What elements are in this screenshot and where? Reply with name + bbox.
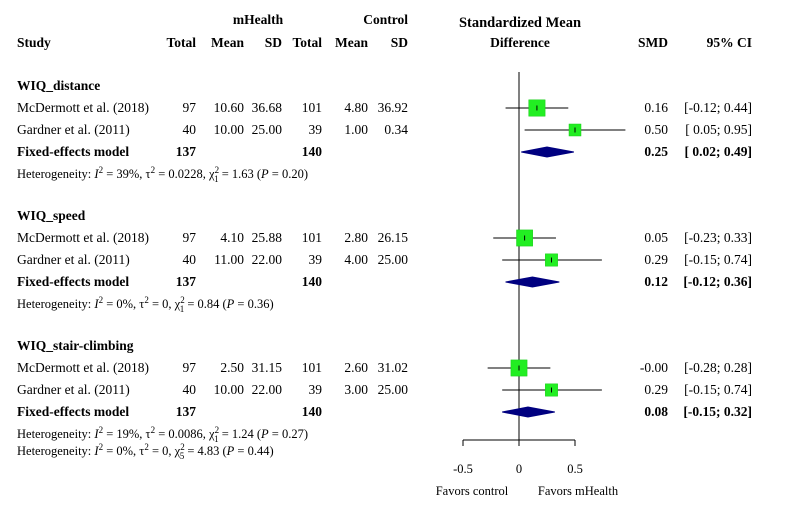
column-header-smd: SMD (638, 35, 668, 50)
overall-heterogeneity: Heterogeneity: I2 = 0%, τ2 = 0, χ25 = 4.… (17, 441, 274, 461)
sd-mhealth: 36.68 (251, 100, 282, 115)
column-header-95ci: 95% CI (706, 35, 752, 50)
fixed-total-control: 140 (301, 274, 322, 289)
group-header-mhealth: mHealth (232, 12, 284, 27)
fixed-ci-value: [-0.15; 0.32] (683, 404, 752, 419)
column-header-sd-control: SD (390, 35, 408, 50)
smd-value: 0.29 (644, 382, 668, 397)
heterogeneity-stats: Heterogeneity: I2 = 19%, τ2 = 0.0086, χ2… (17, 424, 309, 444)
sd-mhealth: 22.00 (251, 382, 282, 397)
sd-control: 36.92 (377, 100, 408, 115)
smd-title-line2: Difference (490, 35, 550, 50)
subgroup-title: WIQ_stair-climbing (17, 338, 134, 353)
smd-value: 0.29 (644, 252, 668, 267)
smd-title-line1: Standardized Mean (458, 15, 582, 31)
x-tick-label: 0.5 (567, 462, 583, 476)
sd-control: 31.02 (377, 360, 408, 375)
mean-control: 2.60 (344, 360, 368, 375)
column-header-mean-mhealth: Mean (211, 35, 244, 50)
mean-mhealth: 10.00 (213, 122, 244, 137)
smd-value: -0.00 (639, 360, 668, 375)
fixed-smd-value: 0.12 (644, 274, 668, 289)
total-mhealth: 97 (182, 100, 197, 115)
mean-control: 3.00 (344, 382, 368, 397)
total-control: 101 (301, 100, 322, 115)
fixed-total-control: 140 (301, 144, 322, 159)
mean-control: 2.80 (344, 230, 368, 245)
sd-mhealth: 25.88 (251, 230, 282, 245)
sd-mhealth: 25.00 (251, 122, 282, 137)
mean-mhealth: 2.50 (220, 360, 244, 375)
fixed-total-mhealth: 137 (175, 404, 196, 419)
sd-control: 25.00 (377, 382, 408, 397)
pooled-diamond (505, 276, 560, 288)
fixed-effects-label: Fixed-effects model (17, 144, 130, 159)
fixed-total-control: 140 (301, 404, 322, 419)
total-mhealth: 40 (182, 382, 197, 397)
column-header-total-mhealth: Total (166, 35, 196, 50)
smd-value: 0.16 (644, 100, 668, 115)
subgroup-title: WIQ_speed (17, 208, 86, 223)
fixed-effects-label: Fixed-effects model (17, 274, 130, 289)
total-control: 39 (308, 252, 323, 267)
total-mhealth: 97 (182, 360, 197, 375)
ci-value: [-0.28; 0.28] (684, 360, 752, 375)
total-mhealth: 97 (182, 230, 197, 245)
mean-mhealth: 11.00 (214, 252, 244, 267)
heterogeneity-stats: Heterogeneity: I2 = 0%, τ2 = 0, χ21 = 0.… (17, 294, 274, 314)
ci-value: [-0.12; 0.44] (684, 100, 752, 115)
column-header-sd-mhealth: SD (264, 35, 282, 50)
group-header-control: Control (363, 12, 408, 27)
mean-control: 4.80 (344, 100, 368, 115)
sd-control: 0.34 (384, 122, 408, 137)
fixed-smd-value: 0.25 (644, 144, 668, 159)
x-tick-label: 0 (515, 462, 523, 476)
ci-value: [ 0.05; 0.95] (685, 122, 752, 137)
mean-mhealth: 10.60 (213, 100, 244, 115)
heterogeneity-stats: Heterogeneity: I2 = 39%, τ2 = 0.0228, χ2… (17, 164, 309, 184)
fixed-effects-label: Fixed-effects model (17, 404, 130, 419)
pooled-diamond (502, 406, 555, 418)
subgroup-title: WIQ_distance (17, 78, 101, 93)
favors-control-label: Favors control (435, 484, 509, 498)
x-tick-label: -0.5 (453, 462, 473, 476)
mean-control: 1.00 (344, 122, 368, 137)
sd-mhealth: 22.00 (251, 252, 282, 267)
fixed-ci-value: [-0.12; 0.36] (683, 274, 752, 289)
total-mhealth: 40 (182, 122, 197, 137)
study-name: Gardner et al. (2011) (17, 122, 130, 137)
ci-value: [-0.23; 0.33] (684, 230, 752, 245)
mean-control: 4.00 (344, 252, 368, 267)
sd-mhealth: 31.15 (251, 360, 282, 375)
ci-value: [-0.15; 0.74] (684, 252, 752, 267)
fixed-total-mhealth: 137 (175, 274, 196, 289)
study-name: Gardner et al. (2011) (17, 382, 130, 397)
study-name: McDermott et al. (2018) (17, 230, 149, 245)
mean-mhealth: 10.00 (213, 382, 244, 397)
total-control: 39 (308, 382, 323, 397)
total-control: 101 (301, 360, 322, 375)
smd-value: 0.50 (644, 122, 668, 137)
fixed-smd-value: 0.08 (644, 404, 668, 419)
study-name: McDermott et al. (2018) (17, 360, 149, 375)
ci-value: [-0.15; 0.74] (684, 382, 752, 397)
mean-mhealth: 4.10 (220, 230, 244, 245)
total-control: 39 (308, 122, 323, 137)
total-control: 101 (301, 230, 322, 245)
sd-control: 25.00 (377, 252, 408, 267)
column-header-study: Study (17, 35, 51, 50)
fixed-ci-value: [ 0.02; 0.49] (684, 144, 753, 159)
fixed-total-mhealth: 137 (175, 144, 196, 159)
pooled-diamond (521, 146, 574, 158)
total-mhealth: 40 (182, 252, 197, 267)
smd-value: 0.05 (644, 230, 668, 245)
column-header-mean-control: Mean (335, 35, 368, 50)
sd-control: 26.15 (377, 230, 408, 245)
study-name: Gardner et al. (2011) (17, 252, 130, 267)
favors-mhealth-label: Favors mHealth (537, 484, 619, 498)
column-header-total-control: Total (292, 35, 322, 50)
study-name: McDermott et al. (2018) (17, 100, 149, 115)
